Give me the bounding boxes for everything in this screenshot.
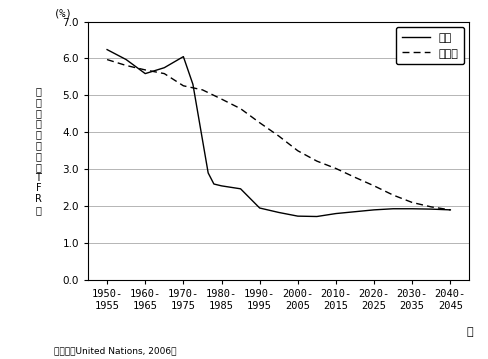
Legend: 中国, インド: 中国, インド [395,27,463,64]
Text: 資料：（United Nations, 2006）: 資料：（United Nations, 2006） [54,346,176,355]
Text: 合
計
特
殊
出
生
率
（
T
F
R
）: 合 計 特 殊 出 生 率 （ T F R ） [35,86,42,215]
Text: 年: 年 [466,327,472,336]
Text: (%): (%) [54,9,72,19]
